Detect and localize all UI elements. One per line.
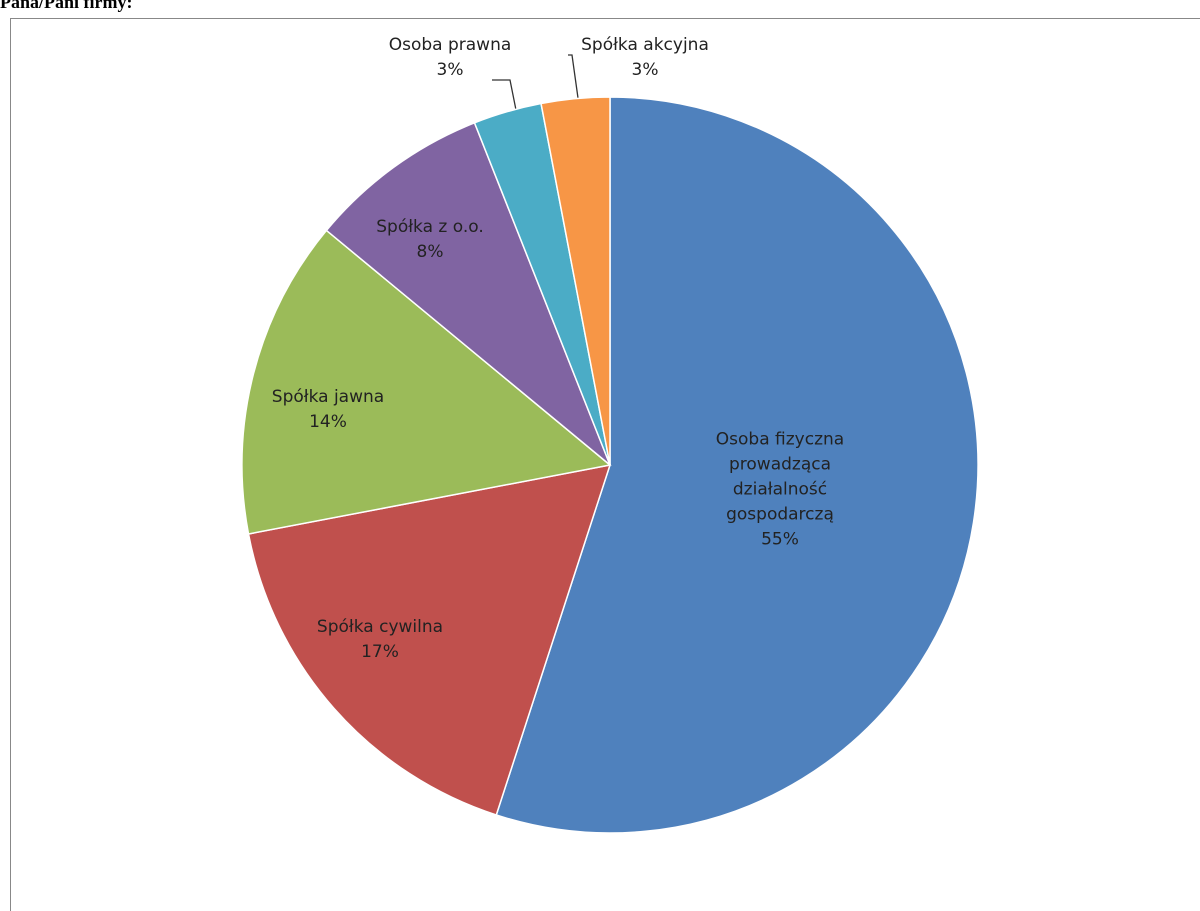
category-label: Spółka cywilna (316, 617, 444, 637)
category-label: Osoba fizyczna prowadząca działalność go… (715, 429, 845, 525)
leader-line (568, 54, 579, 99)
category-label: Spółka jawna (271, 387, 385, 407)
slice-label: Spółka akcyjna 3% (555, 33, 735, 83)
chart-title: Pana/Pani firmy: (0, 0, 133, 12)
category-label: Spółka z o.o. (376, 217, 484, 237)
pie-slice (241, 229, 612, 535)
slice-label: Spółka jawna 14% (248, 385, 408, 435)
slice-label: Spółka cywilna 17% (280, 615, 480, 665)
chart-frame (10, 18, 1200, 911)
category-label: Osoba prawna (388, 35, 512, 55)
pie-slice (495, 96, 979, 834)
value-label: 17% (361, 642, 399, 662)
value-label: 14% (309, 412, 347, 432)
slice-label: Osoba prawna 3% (370, 33, 530, 83)
value-label: 55% (761, 529, 799, 550)
pie-slice (540, 96, 611, 466)
pie-slice (325, 121, 611, 466)
slice-label: Osoba fizyczna prowadząca działalność go… (680, 428, 880, 553)
value-label: 3% (436, 60, 464, 80)
slice-label: Spółka z o.o. 8% (350, 215, 510, 265)
value-label: 8% (416, 242, 444, 262)
leader-line (492, 79, 517, 111)
category-label: Spółka akcyjna (581, 35, 709, 55)
pie-slice (247, 464, 612, 816)
value-label: 3% (631, 60, 659, 80)
